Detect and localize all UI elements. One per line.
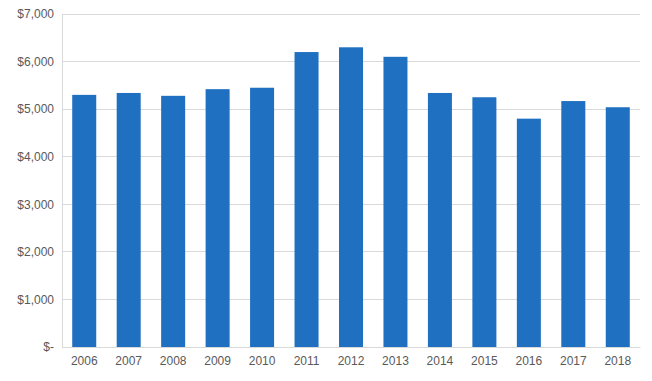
y-tick-label: $7,000	[17, 7, 54, 21]
bar	[117, 93, 141, 347]
y-tick: $2,000	[17, 245, 62, 259]
y-tick-label: $4,000	[17, 150, 54, 164]
x-tick: 2009	[204, 354, 231, 368]
y-tick-label: $1,000	[17, 293, 54, 307]
plot: $- $1,000 $2,000 $3,000 $4,000 $5,000 $6,000 $7…	[17, 7, 640, 367]
x-tick-label: 2012	[338, 354, 365, 368]
bar	[72, 95, 96, 347]
x-tick-label: 2018	[604, 354, 631, 368]
y-tick-label: $-	[43, 340, 54, 354]
x-tick-label: 2016	[515, 354, 542, 368]
x-tick: 2017	[560, 354, 587, 368]
chart: $- $1,000 $2,000 $3,000 $4,000 $5,000 $6,000 $7…	[0, 0, 652, 381]
bar	[472, 97, 496, 347]
x-tick: 2013	[382, 354, 409, 368]
bar	[206, 89, 230, 347]
x-tick: 2016	[515, 354, 542, 368]
bar	[295, 52, 319, 347]
y-tick: $7,000	[17, 7, 62, 21]
x-tick: 2007	[115, 354, 142, 368]
x-tick: 2010	[249, 354, 276, 368]
y-axis: $- $1,000 $2,000 $3,000 $4,000 $5,000 $6,000 $7…	[17, 7, 62, 354]
y-tick-label: $5,000	[17, 102, 54, 116]
x-tick-label: 2009	[204, 354, 231, 368]
x-tick-label: 2013	[382, 354, 409, 368]
x-tick-label: 2010	[249, 354, 276, 368]
x-tick-label: 2017	[560, 354, 587, 368]
bars	[72, 47, 630, 347]
bar	[161, 96, 185, 347]
y-tick-label: $3,000	[17, 198, 54, 212]
x-axis-line	[63, 347, 641, 348]
x-tick-label: 2014	[427, 354, 454, 368]
x-tick: 2006	[71, 354, 98, 368]
bar	[383, 57, 407, 347]
x-tick: 2011	[294, 354, 320, 368]
y-tick-label: $2,000	[17, 245, 54, 259]
x-axis: 2006 2007 2008 2009 2010 2011 2012 2013 2014 2015…	[63, 348, 641, 368]
x-tick: 2008	[160, 354, 187, 368]
bar	[428, 93, 452, 347]
x-tick-label: 2008	[160, 354, 187, 368]
grid	[62, 14, 640, 347]
y-tick: $6,000	[17, 55, 62, 69]
y-tick-label: $6,000	[17, 55, 54, 69]
bar	[517, 119, 541, 347]
y-axis-line	[62, 15, 63, 348]
x-tick-label: 2015	[471, 354, 498, 368]
x-tick-label: 2007	[115, 354, 142, 368]
bar	[250, 88, 274, 347]
bar	[561, 101, 585, 347]
x-tick: 2015	[471, 354, 498, 368]
x-tick: 2018	[604, 354, 631, 368]
y-tick: $5,000	[17, 102, 62, 116]
y-tick: $1,000	[17, 293, 62, 307]
bar	[339, 47, 363, 347]
x-tick: 2012	[338, 354, 365, 368]
x-tick-label: 2006	[71, 354, 98, 368]
bar	[606, 107, 630, 347]
y-tick: $-	[43, 340, 62, 354]
grid-line	[62, 14, 640, 15]
x-tick: 2014	[427, 354, 454, 368]
y-tick: $4,000	[17, 150, 62, 164]
y-tick: $3,000	[17, 198, 62, 212]
x-tick-label: 2011	[294, 354, 320, 368]
